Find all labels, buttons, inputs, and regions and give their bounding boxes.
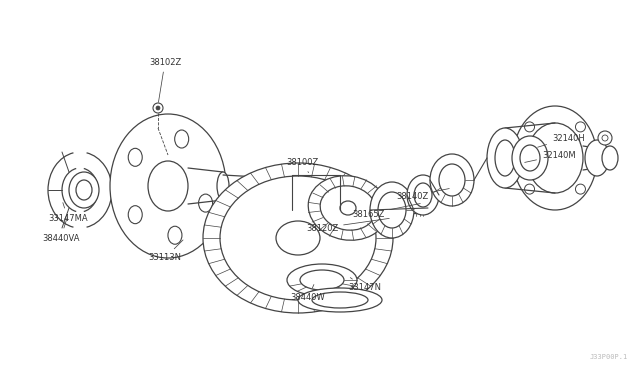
Text: 38140Z: 38140Z [396, 189, 449, 201]
Ellipse shape [69, 172, 99, 208]
Circle shape [156, 106, 160, 110]
Ellipse shape [168, 226, 182, 244]
Ellipse shape [198, 194, 212, 212]
Text: 32140H: 32140H [538, 134, 585, 147]
Ellipse shape [128, 206, 142, 224]
Ellipse shape [217, 172, 229, 200]
Circle shape [575, 122, 586, 132]
Ellipse shape [439, 164, 465, 196]
Circle shape [525, 122, 534, 132]
Ellipse shape [378, 192, 406, 228]
Ellipse shape [340, 201, 356, 215]
Ellipse shape [585, 140, 609, 176]
Ellipse shape [76, 180, 92, 200]
Ellipse shape [220, 176, 376, 300]
Text: 38165Z: 38165Z [352, 203, 420, 218]
Text: 32140M: 32140M [525, 151, 575, 163]
Ellipse shape [312, 292, 368, 308]
Ellipse shape [308, 176, 388, 240]
Text: J33P00P.1: J33P00P.1 [589, 354, 628, 360]
Circle shape [602, 135, 608, 141]
Ellipse shape [520, 145, 540, 171]
Ellipse shape [527, 123, 583, 193]
Circle shape [525, 184, 534, 194]
Ellipse shape [320, 186, 376, 230]
Ellipse shape [287, 264, 357, 296]
Text: 33147MA: 33147MA [48, 203, 88, 222]
Ellipse shape [513, 106, 597, 210]
Circle shape [575, 184, 586, 194]
Ellipse shape [203, 163, 393, 313]
Ellipse shape [128, 148, 142, 166]
Text: 38100Z: 38100Z [286, 157, 318, 173]
Circle shape [598, 131, 612, 145]
Text: 38440VA: 38440VA [42, 218, 79, 243]
Ellipse shape [487, 128, 523, 188]
Ellipse shape [300, 270, 344, 290]
Ellipse shape [430, 154, 474, 206]
Ellipse shape [370, 182, 414, 238]
Ellipse shape [407, 175, 439, 215]
Ellipse shape [148, 161, 188, 211]
Ellipse shape [110, 114, 226, 258]
Ellipse shape [276, 221, 320, 255]
Circle shape [153, 103, 163, 113]
Ellipse shape [175, 130, 189, 148]
Ellipse shape [414, 183, 432, 207]
Ellipse shape [289, 177, 297, 195]
Text: 33147N: 33147N [349, 278, 381, 292]
Text: 38120Z: 38120Z [306, 218, 389, 232]
Text: 33113N: 33113N [148, 240, 183, 263]
Ellipse shape [495, 140, 515, 176]
Ellipse shape [512, 136, 548, 180]
Ellipse shape [602, 146, 618, 170]
Text: 38440W: 38440W [291, 285, 325, 302]
Text: 38102Z: 38102Z [149, 58, 181, 102]
Ellipse shape [298, 288, 382, 312]
